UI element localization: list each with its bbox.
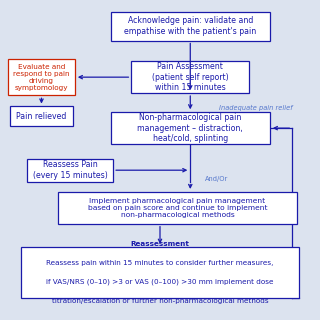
Text: And/Or: And/Or (204, 176, 228, 182)
FancyBboxPatch shape (8, 59, 75, 95)
Text: Inadequate pain relief: Inadequate pain relief (219, 105, 292, 111)
Text: Reassessment: Reassessment (131, 241, 189, 247)
FancyBboxPatch shape (21, 247, 299, 298)
Text: Implement pharmacological pain management
based on pain score and continue to im: Implement pharmacological pain managemen… (88, 198, 267, 218)
Text: titration/escalation or further non-pharmacological methods: titration/escalation or further non-phar… (52, 298, 268, 304)
FancyBboxPatch shape (10, 107, 73, 125)
Text: if VAS/NRS (0–10) >3 or VAS (0–100) >30 mm implement dose: if VAS/NRS (0–10) >3 or VAS (0–100) >30 … (46, 278, 274, 285)
Text: Pain relieved: Pain relieved (16, 112, 67, 121)
Text: Non-pharmacological pain
management – distraction,
heat/cold, splinting: Non-pharmacological pain management – di… (137, 113, 243, 143)
Text: Evaluate and
respond to pain
driving
symptomology: Evaluate and respond to pain driving sym… (13, 64, 70, 91)
Text: Reassess Pain
(every 15 minutes): Reassess Pain (every 15 minutes) (33, 161, 108, 180)
FancyBboxPatch shape (27, 159, 113, 182)
FancyBboxPatch shape (111, 112, 270, 144)
Text: Reassess pain within 15 minutes to consider further measures,: Reassess pain within 15 minutes to consi… (46, 260, 274, 266)
Text: Acknowledge pain: validate and
empathise with the patient's pain: Acknowledge pain: validate and empathise… (124, 17, 256, 36)
FancyBboxPatch shape (131, 61, 249, 93)
FancyBboxPatch shape (58, 192, 297, 224)
FancyBboxPatch shape (111, 12, 270, 41)
Text: Pain Assessment
(patient self report)
within 15 minutes: Pain Assessment (patient self report) wi… (152, 62, 228, 92)
